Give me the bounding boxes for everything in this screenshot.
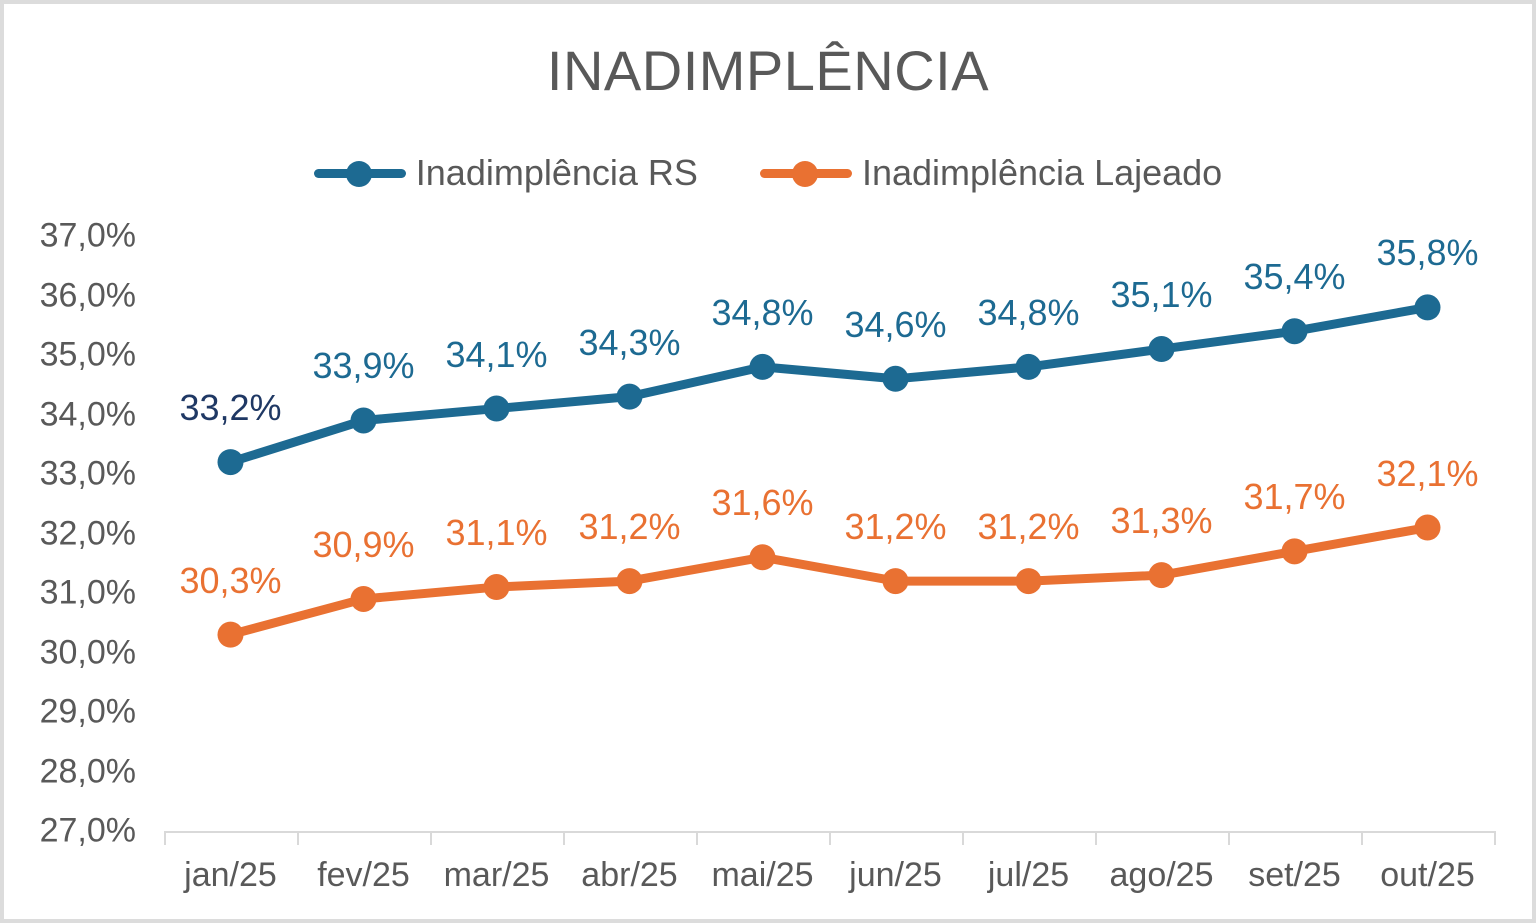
y-axis-tick-label: 35,0% (39, 335, 136, 374)
data-point-marker (616, 568, 643, 595)
y-axis-tick-label: 27,0% (39, 811, 136, 850)
legend-label-inadimplencia-lajeado: Inadimplência Lajeado (861, 152, 1223, 193)
data-point-marker (1414, 514, 1441, 541)
data-label: 31,3% (1110, 500, 1213, 542)
data-label: 31,2% (844, 506, 947, 548)
x-axis-tick (164, 831, 166, 845)
y-axis-tick-label: 32,0% (39, 514, 136, 552)
data-point-marker (1281, 318, 1308, 345)
x-axis-tick (297, 831, 299, 845)
x-axis-tick-label: out/25 (1380, 856, 1475, 894)
data-label: 33,9% (312, 345, 415, 387)
x-axis: jan/25 fev/25 mar/25 abr/25 mai/25 jun/25 jul/… (164, 856, 1494, 914)
data-label: 30,9% (312, 523, 415, 565)
x-axis-tick-label: jan/25 (184, 856, 277, 894)
x-axis-tick-label: jun/25 (849, 856, 942, 894)
data-label: 35,4% (1243, 256, 1346, 298)
y-axis-tick-label: 31,0% (39, 573, 136, 612)
data-point-marker (882, 365, 909, 392)
data-point-marker (749, 544, 776, 571)
data-point-marker (217, 449, 244, 476)
legend-item-inadimplencia-rs[interactable]: Inadimplência RS (313, 152, 698, 194)
x-axis-tick (962, 831, 964, 845)
chart-legend: Inadimplência RS Inadimplência Lajeado (4, 152, 1532, 194)
data-label: 34,3% (578, 321, 681, 363)
x-axis-tick (1494, 831, 1496, 845)
data-point-marker (882, 568, 909, 595)
x-axis-tick-label: fev/25 (317, 856, 410, 894)
data-label: 34,1% (445, 333, 548, 375)
data-point-marker (1148, 562, 1175, 589)
line-marker-icon (759, 160, 852, 187)
x-axis-tick-label: mar/25 (443, 856, 550, 894)
y-axis-tick-label: 36,0% (39, 276, 136, 314)
y-axis-tick-label: 37,0% (39, 216, 136, 255)
data-point-marker (1148, 336, 1175, 363)
data-label: 32,1% (1376, 452, 1479, 494)
chart-title: INADIMPLÊNCIA (546, 39, 990, 102)
data-label: 31,7% (1243, 476, 1346, 518)
x-axis-tick (1095, 831, 1097, 845)
data-point-marker (483, 574, 510, 601)
data-label: 34,8% (711, 291, 814, 333)
x-axis-tick-label: mai/25 (711, 856, 814, 894)
data-point-marker (1414, 294, 1441, 321)
data-point-marker (350, 407, 377, 434)
data-label: 34,8% (977, 291, 1080, 333)
y-axis-tick-label: 34,0% (39, 395, 136, 433)
x-axis-tick-label: jul/25 (987, 856, 1070, 894)
data-label: 31,2% (977, 506, 1080, 548)
x-axis-tick (430, 831, 432, 845)
y-axis-tick-label: 28,0% (39, 752, 136, 790)
x-axis-tick (829, 831, 831, 845)
x-axis-tick (563, 831, 565, 845)
x-axis-tick (1228, 831, 1230, 845)
data-label: 34,6% (844, 303, 947, 345)
x-axis-tick (696, 831, 698, 845)
data-label: 31,2% (578, 506, 681, 548)
data-label: 33,2% (179, 387, 282, 429)
data-point-marker (1015, 353, 1042, 380)
x-axis-tick-label: set/25 (1248, 856, 1341, 894)
legend-label-inadimplencia-rs: Inadimplência RS (415, 152, 698, 193)
x-axis-tick (1361, 831, 1363, 845)
y-axis: 37,0% 36,0% 35,0% 34,0% 33,0% 32,0% 31,0% 30,0%… (4, 217, 154, 850)
line-marker-icon (313, 160, 406, 187)
data-point-marker (1015, 568, 1042, 595)
data-point-marker (749, 353, 776, 380)
data-label: 35,8% (1376, 232, 1479, 274)
y-axis-tick-label: 30,0% (39, 633, 136, 671)
data-label: 35,1% (1110, 274, 1213, 316)
x-axis-tick-label: ago/25 (1109, 856, 1214, 894)
chart-plot (217, 294, 1441, 648)
data-point-marker (1281, 538, 1308, 565)
data-label: 31,6% (711, 482, 814, 524)
y-axis-tick-label: 33,0% (39, 454, 136, 493)
data-point-marker (616, 383, 643, 410)
data-point-marker (217, 621, 244, 648)
legend-item-inadimplencia-lajeado[interactable]: Inadimplência Lajeado (759, 152, 1223, 194)
y-axis-tick-label: 29,0% (39, 692, 136, 731)
data-label: 30,3% (179, 559, 282, 601)
data-point-marker (483, 395, 510, 422)
data-label: 31,1% (445, 512, 548, 554)
data-point-marker (350, 585, 377, 612)
x-axis-tick-label: abr/25 (581, 856, 678, 894)
